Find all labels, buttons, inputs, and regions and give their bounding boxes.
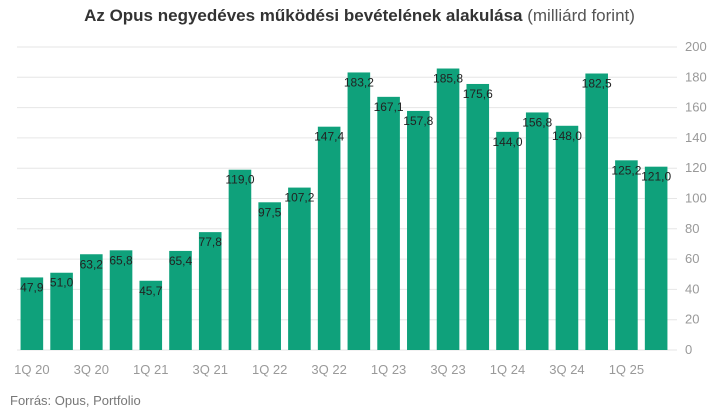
bar: [139, 280, 163, 350]
bar: [555, 125, 579, 350]
x-tick-label: 3Q 23: [430, 362, 465, 377]
bar: [525, 112, 549, 350]
bar: [644, 166, 668, 350]
bar: [80, 254, 103, 350]
x-tick-label: 3Q 22: [311, 362, 346, 377]
x-tick-label: 1Q 22: [252, 362, 287, 377]
bar: [496, 131, 519, 350]
bar: [585, 73, 608, 350]
data-label: 51,0: [50, 276, 74, 290]
bar: [615, 160, 638, 350]
data-label: 97,5: [258, 205, 282, 219]
bar: [20, 277, 44, 350]
bar: [288, 187, 311, 350]
data-label: 119,0: [225, 173, 254, 187]
bar: [50, 272, 73, 350]
data-label: 148,0: [552, 129, 582, 143]
data-label: 167,1: [374, 100, 404, 114]
bar: [347, 72, 371, 351]
bar: [198, 232, 222, 350]
y-tick-label: 60: [685, 251, 699, 266]
chart-title-main: Az Opus negyedéves működési bevételének …: [84, 6, 523, 25]
data-label: 77,8: [199, 235, 223, 249]
data-label: 65,4: [169, 254, 193, 268]
chart-title: Az Opus negyedéves működési bevételének …: [0, 6, 719, 26]
bar: [169, 250, 192, 350]
x-tick-label: 3Q 20: [74, 362, 109, 377]
x-tick-label: 1Q 21: [133, 362, 168, 377]
source-note: Forrás: Opus, Portfolio: [10, 393, 141, 408]
x-tick-label: 1Q 23: [371, 362, 406, 377]
data-label: 147,4: [314, 130, 344, 144]
y-tick-label: 100: [685, 191, 707, 206]
bar: [377, 96, 400, 350]
data-label: 156,8: [522, 115, 552, 129]
data-label: 175,6: [463, 87, 493, 101]
x-tick-label: 3Q 24: [549, 362, 584, 377]
y-tick-label: 160: [685, 100, 707, 115]
x-tick-label: 3Q 21: [193, 362, 228, 377]
bar: [258, 202, 281, 350]
data-label: 182,5: [582, 77, 612, 91]
data-label: 65,8: [109, 253, 133, 267]
data-label: 144,0: [492, 135, 522, 149]
x-tick-label: 1Q 20: [14, 362, 49, 377]
y-tick-label: 180: [685, 69, 707, 84]
bar: [466, 83, 490, 350]
data-label: 107,2: [284, 191, 314, 205]
data-label: 45,7: [139, 284, 163, 298]
y-tick-label: 40: [685, 281, 699, 296]
y-tick-label: 200: [685, 39, 707, 54]
chart-title-unit: (milliárd forint): [527, 6, 635, 25]
data-label: 185,8: [433, 72, 463, 86]
data-label: 183,2: [344, 75, 374, 89]
bar: [407, 110, 430, 350]
data-label: 47,9: [20, 280, 44, 294]
bar: [436, 68, 460, 350]
bar: [228, 169, 252, 350]
y-tick-label: 0: [685, 342, 692, 357]
y-tick-label: 80: [685, 221, 699, 236]
data-label: 157,8: [403, 114, 433, 128]
x-tick-label: 1Q 24: [490, 362, 525, 377]
y-tick-label: 120: [685, 160, 707, 175]
data-label: 63,2: [80, 257, 104, 271]
y-tick-label: 20: [685, 312, 699, 327]
bar: [109, 250, 133, 350]
data-label: 121,0: [641, 170, 671, 184]
x-tick-label: 1Q 25: [609, 362, 644, 377]
bar: [317, 126, 341, 351]
data-label: 125,2: [611, 163, 641, 177]
y-tick-label: 140: [685, 130, 707, 145]
